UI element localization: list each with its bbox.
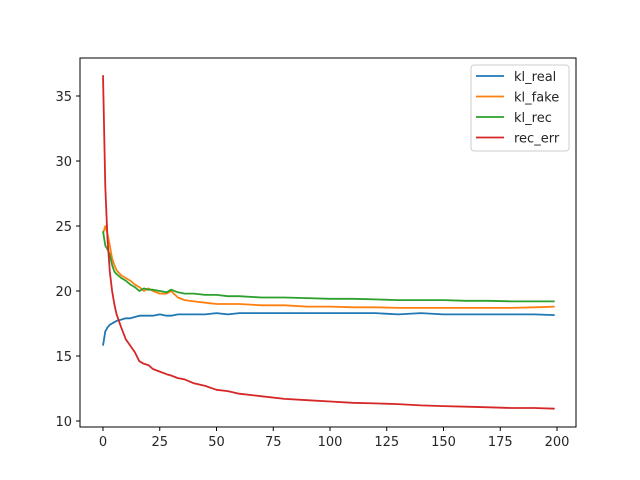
x-tick-label: 25 xyxy=(151,435,168,450)
x-tick-label: 100 xyxy=(318,435,343,450)
x-tick-label: 200 xyxy=(545,435,570,450)
x-tick-label: 150 xyxy=(431,435,456,450)
y-tick-label: 35 xyxy=(55,90,72,105)
y-tick-label: 30 xyxy=(55,155,72,170)
plot-lines xyxy=(102,75,555,410)
x-tick-label: 0 xyxy=(99,435,107,450)
legend: kl_real kl_fake kl_rec rec_err xyxy=(470,64,570,152)
x-tick-label: 50 xyxy=(208,435,225,450)
y-tick-label: 15 xyxy=(55,350,72,365)
axes-frame xyxy=(79,57,577,428)
x-tick-label: 175 xyxy=(488,435,513,450)
legend-box xyxy=(470,64,570,152)
x-tick-label: 125 xyxy=(374,435,399,450)
legend-label-kl-fake: kl_fake xyxy=(514,91,559,106)
y-axis: 10 15 20 25 30 35 xyxy=(55,90,80,430)
series-line-rec-err xyxy=(102,75,555,410)
series-line-kl-fake xyxy=(102,225,555,309)
x-axis: 0 25 50 75 100 125 150 175 200 xyxy=(99,427,570,450)
legend-label-kl-rec: kl_rec xyxy=(514,111,552,126)
x-tick-label: 75 xyxy=(265,435,282,450)
legend-label-rec-err: rec_err xyxy=(514,132,560,147)
y-tick-label: 25 xyxy=(55,220,72,235)
series-line-kl-rec xyxy=(102,231,555,303)
legend-label-kl-real: kl_real xyxy=(514,70,556,85)
y-tick-label: 20 xyxy=(55,285,72,300)
y-tick-label: 10 xyxy=(55,415,72,430)
